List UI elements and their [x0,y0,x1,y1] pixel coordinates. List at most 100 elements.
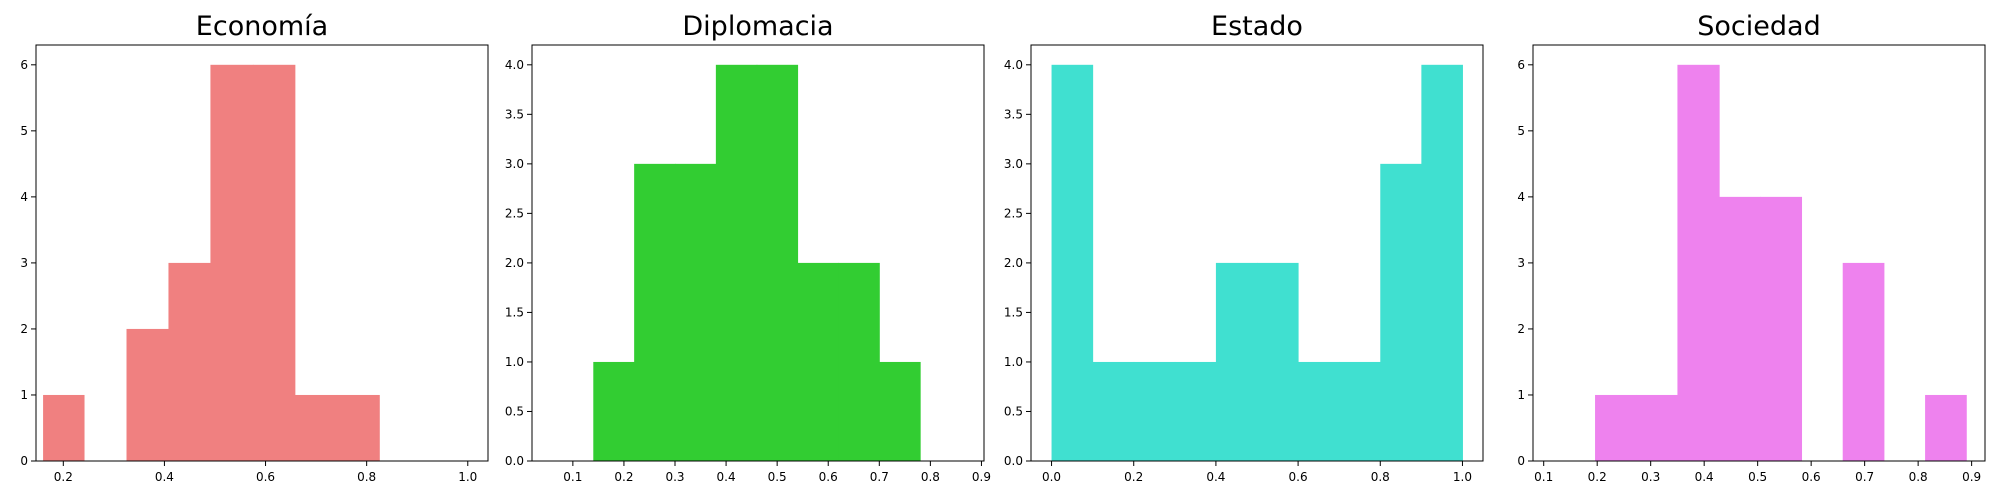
histogram-bar [336,394,380,461]
y-tick-label: 2.5 [1004,206,1023,220]
y-tick-label: 4.0 [1004,58,1023,72]
histogram-bar [1421,64,1463,462]
x-tick-label: 0.7 [1855,470,1874,484]
y-tick-label: 1.0 [505,355,524,369]
histogram-bar [634,163,676,461]
x-tick-label: 0.4 [1695,470,1714,484]
histogram-bar [756,64,799,462]
x-tick-label: 0.8 [1371,470,1390,484]
x-tick-label: 0.5 [1748,470,1767,484]
histogram-bar [838,262,880,461]
y-tick-label: 2.0 [505,256,524,270]
y-tick-label: 4 [1517,190,1525,204]
x-tick-label: 0.6 [256,470,275,484]
axes-frame [1532,44,1986,462]
axes: 0.1 0.2 0.3 0.4 0.5 0.6 0.7 0.8 0.9 0.0 0.5 1.0 1.5 2… [505,44,991,484]
y-tick-label: 1 [20,388,28,402]
y-tick-label: 0.0 [505,454,524,468]
bars [1595,64,1967,462]
y-tick-label: 1.5 [1004,305,1023,319]
x-tick-label: 0.7 [870,470,889,484]
histogram-bar [168,262,211,461]
histogram-bar [797,262,839,461]
y-tick-label: 3 [20,256,28,270]
panel-sociedad: Sociedad 0.1 0.2 0.3 0.4 0.5 0.6 0.7 0.8 0.9 0 1 2 3… [1517,11,1986,484]
histogram-bar [210,64,254,462]
x-tick-label: 0.2 [614,470,633,484]
panel-title: Estado [1211,11,1303,42]
x-tick-label: 0.6 [1289,470,1308,484]
x-tick-label: 0.4 [717,470,736,484]
y-tick-label: 3.0 [505,157,524,171]
y-tick-label: 6 [1517,58,1525,72]
x-tick-label: 0.1 [1534,470,1553,484]
y-tick-label: 1.0 [1004,355,1023,369]
y-tick-label: 0 [20,454,28,468]
x-tick-label: 0.8 [921,470,940,484]
x-tick-label: 1.0 [458,470,477,484]
x-tick-label: 0.6 [1802,470,1821,484]
bars [1051,64,1463,462]
histogram-bar [1842,262,1885,461]
y-tick-label: 4 [20,190,28,204]
x-tick-label: 0.3 [1641,470,1660,484]
x-tick-label: 0.4 [155,470,174,484]
histogram-bar [879,361,921,461]
y-tick-label: 2.5 [505,206,524,220]
histogram-bar [675,163,717,461]
x-tick-label: 0.5 [768,470,787,484]
y-tick-label: 1.5 [505,305,524,319]
histogram-bar [715,64,758,462]
histogram-bar [43,394,85,461]
y-tick-label: 0.5 [505,404,524,418]
x-tick-label: 1.0 [1453,470,1472,484]
panel-title: Diplomacia [682,11,833,42]
y-tick-label: 3 [1517,256,1525,270]
y-tick-label: 2 [20,322,28,336]
y-tick-label: 3.0 [1004,157,1023,171]
histogram-bar [1925,394,1967,461]
y-tick-label: 3.5 [1004,107,1023,121]
x-tick-label: 0.4 [1206,470,1225,484]
histogram-bar [1174,361,1217,461]
y-tick-label: 3.5 [505,107,524,121]
histogram-bar [294,394,338,461]
y-tick-label: 0.5 [1004,404,1023,418]
y-tick-label: 5 [1517,124,1525,138]
axes: 0.0 0.2 0.4 0.6 0.8 1.0 0.0 0.5 1.0 1.5 2.0 2.5 3.0 3… [1004,44,1484,484]
panel-economia: Economía 0.2 0.4 0.6 0.8 1.0 0 1 2 3 4 5 6 [20,11,489,484]
x-tick-label: 0.2 [1124,470,1143,484]
y-tick-label: 2 [1517,322,1525,336]
y-tick-label: 1 [1517,388,1525,402]
y-tick-label: 5 [20,124,28,138]
panel-diplomacia: Diplomacia 0.1 0.2 0.3 0.4 0.5 0.6 0.7 0.8 0.90.… [505,11,991,484]
histogram-bar [1133,361,1176,461]
y-tick-label: 6 [20,58,28,72]
bars [43,64,380,462]
histogram-bar [1380,163,1422,461]
x-tick-label: 0.9 [1962,470,1981,484]
y-tick-label: 4.0 [505,58,524,72]
panel-title: Economía [196,11,328,42]
y-tick-label: 2.0 [1004,256,1023,270]
axes-frame [1030,44,1484,462]
histogram-bar [1719,196,1761,461]
axes: 0.2 0.4 0.6 0.8 1.0 0 1 2 3 4 5 6 [20,44,489,484]
axes-frame [531,44,985,462]
axes: 0.1 0.2 0.3 0.4 0.5 0.6 0.7 0.8 0.9 0 1 2 3 4 5 6 [1517,44,1986,484]
histogram-bar [1215,262,1258,461]
axes-frame [35,44,489,462]
y-tick-label: 0 [1517,454,1525,468]
histogram-bar [1760,196,1803,461]
x-tick-label: 0.3 [665,470,684,484]
x-tick-label: 0.1 [563,470,582,484]
x-tick-label: 0.2 [1588,470,1607,484]
histogram-bar [1339,361,1381,461]
y-tick-label: 0.0 [1004,454,1023,468]
x-tick-label: 0.8 [1909,470,1928,484]
x-tick-label: 0.0 [1042,470,1061,484]
panel-estado: Estado 0.0 0.2 0.4 0.6 0.8 1.0 0.0 0.5 1.0 1.5 2.0… [1004,11,1484,484]
x-tick-label: 0.9 [972,470,991,484]
histogram-bar [1636,394,1678,461]
